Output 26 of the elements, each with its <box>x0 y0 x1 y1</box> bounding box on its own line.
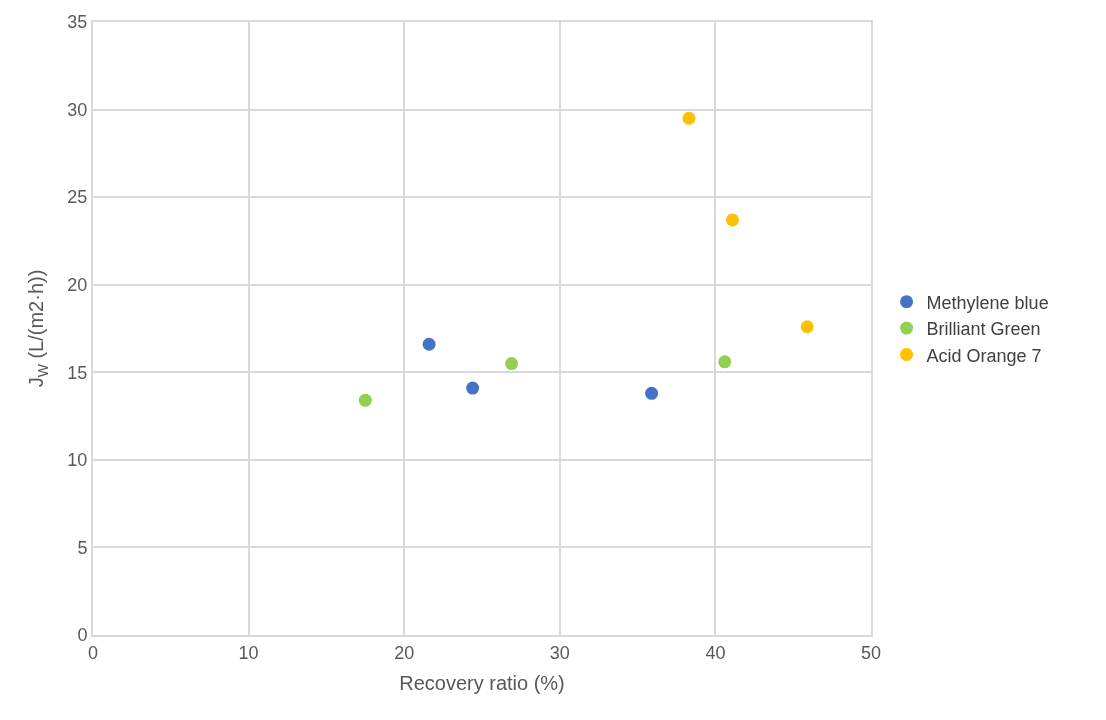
point <box>466 381 480 395</box>
x-tick-label: 40 <box>705 642 726 663</box>
y-tick-label: 15 <box>67 362 88 383</box>
y-tick-label: 0 <box>77 625 88 646</box>
x-tick-label: 10 <box>238 642 259 663</box>
point <box>682 111 696 125</box>
y-tick-label: 35 <box>67 12 88 33</box>
legend-label: Acid Orange 7 <box>926 345 1042 366</box>
x-tick-label: 30 <box>549 642 570 663</box>
point <box>358 393 372 407</box>
point <box>726 213 740 227</box>
point <box>422 337 436 351</box>
x-tick-label: 20 <box>394 642 415 663</box>
point <box>718 355 732 369</box>
x-tick-label: 50 <box>860 642 882 663</box>
y-tick-label: 30 <box>67 99 88 120</box>
legend-label: Brilliant Green <box>926 319 1041 340</box>
point <box>800 320 814 334</box>
x-axis-title: Recovery ratio (%) <box>399 671 565 694</box>
y-tick-label: 5 <box>77 537 88 558</box>
y-tick-label: 10 <box>67 450 88 471</box>
y-tick-label: 20 <box>67 275 88 296</box>
point <box>645 386 659 400</box>
point <box>505 357 519 371</box>
y-tick-label: 25 <box>67 187 88 208</box>
legend-label: Methylene blue <box>926 292 1049 313</box>
